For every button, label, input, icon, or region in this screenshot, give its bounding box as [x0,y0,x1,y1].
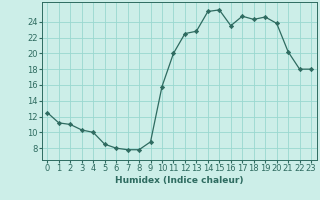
X-axis label: Humidex (Indice chaleur): Humidex (Indice chaleur) [115,176,244,185]
